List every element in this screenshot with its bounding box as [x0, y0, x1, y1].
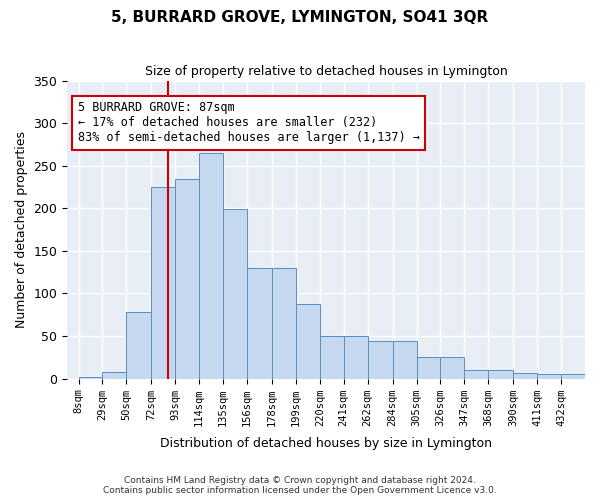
- Bar: [151, 187, 175, 378]
- Bar: [199, 153, 223, 378]
- Bar: [464, 370, 488, 378]
- Bar: [368, 341, 392, 378]
- Bar: [488, 370, 513, 378]
- Bar: [247, 268, 272, 378]
- Bar: [296, 304, 320, 378]
- Bar: [320, 336, 344, 378]
- Bar: [537, 374, 561, 378]
- Bar: [103, 372, 127, 378]
- Bar: [223, 209, 247, 378]
- X-axis label: Distribution of detached houses by size in Lymington: Distribution of detached houses by size …: [160, 437, 492, 450]
- Bar: [79, 377, 103, 378]
- Text: Contains HM Land Registry data © Crown copyright and database right 2024.
Contai: Contains HM Land Registry data © Crown c…: [103, 476, 497, 495]
- Bar: [272, 268, 296, 378]
- Text: 5 BURRARD GROVE: 87sqm
← 17% of detached houses are smaller (232)
83% of semi-de: 5 BURRARD GROVE: 87sqm ← 17% of detached…: [77, 102, 419, 144]
- Bar: [440, 358, 464, 378]
- Bar: [561, 374, 585, 378]
- Bar: [416, 358, 440, 378]
- Y-axis label: Number of detached properties: Number of detached properties: [15, 131, 28, 328]
- Bar: [392, 341, 416, 378]
- Bar: [513, 372, 537, 378]
- Text: 5, BURRARD GROVE, LYMINGTON, SO41 3QR: 5, BURRARD GROVE, LYMINGTON, SO41 3QR: [112, 10, 488, 25]
- Bar: [127, 312, 151, 378]
- Bar: [344, 336, 368, 378]
- Bar: [175, 180, 199, 378]
- Title: Size of property relative to detached houses in Lymington: Size of property relative to detached ho…: [145, 65, 508, 78]
